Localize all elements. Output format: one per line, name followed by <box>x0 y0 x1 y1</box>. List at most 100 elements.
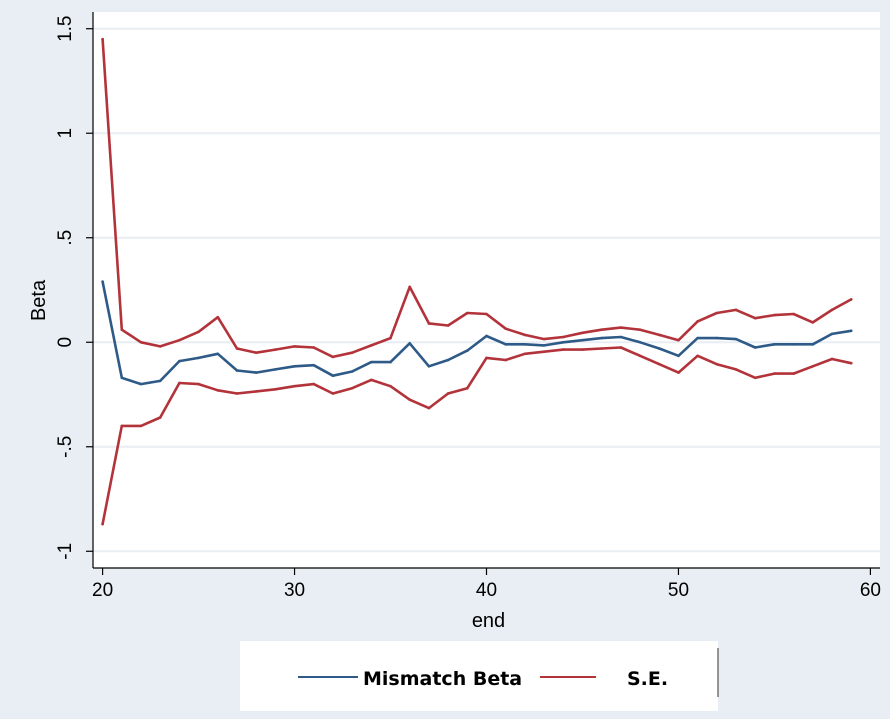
series-2-point-36 <box>792 372 795 375</box>
series-0-point-13 <box>350 370 354 373</box>
series-1-point-1 <box>120 328 124 332</box>
series-1-point-37 <box>811 321 815 324</box>
series-0-point-3 <box>158 379 162 383</box>
series-0-point-10 <box>293 364 296 368</box>
ticks: 20 30 40 50 60 -1 -.5 0 .5 1 1.5 <box>55 16 881 601</box>
series-0-point-15 <box>389 360 392 364</box>
series-1-point-4 <box>178 338 181 342</box>
series-1-point-17 <box>427 322 431 325</box>
series-0-point-24 <box>561 340 565 344</box>
legend-label-mismatch-beta: Mismatch Beta <box>363 668 522 690</box>
series-2-point-34 <box>753 376 757 380</box>
series-1-point-2 <box>139 340 143 344</box>
series-0-point-4 <box>178 359 181 363</box>
series-2-point-12 <box>331 392 335 395</box>
series-0-point-22 <box>523 343 527 346</box>
x-tick-label-4: 60 <box>860 580 881 601</box>
series-0-point-1 <box>120 376 124 380</box>
y-tick-label-2: 0 <box>55 337 76 348</box>
series-1-point-32 <box>715 311 719 315</box>
series-2-point-21 <box>504 358 507 362</box>
x-tick-label-3: 50 <box>668 580 689 601</box>
series-1-point-12 <box>331 355 335 359</box>
series-0-point-14 <box>370 360 373 364</box>
series-2-point-0 <box>101 522 104 526</box>
series-1-point-31 <box>696 320 699 323</box>
series-2-point-1 <box>120 424 124 428</box>
series-2-point-15 <box>389 384 392 388</box>
y-axis-label: Beta <box>28 279 50 321</box>
legend-label-se: S.E. <box>627 668 668 690</box>
series-1-point-35 <box>773 313 776 317</box>
y-tick-label-1: -.5 <box>55 436 76 458</box>
y-tick-label-4: 1 <box>55 128 76 139</box>
series-2-point-22 <box>523 352 527 356</box>
series-2-point-24 <box>561 348 565 351</box>
series-0-point-31 <box>696 336 699 340</box>
series-0-point-30 <box>677 354 680 358</box>
series-1-point-22 <box>523 333 527 337</box>
series-1-point-16 <box>408 285 412 289</box>
series-2-point-26 <box>600 347 603 350</box>
series-2-point-7 <box>235 392 239 395</box>
series-line-0 <box>101 280 853 386</box>
series-2-point-4 <box>178 381 181 385</box>
series-1-point-6 <box>216 315 220 319</box>
series-0-point-6 <box>216 352 220 356</box>
series-1-point-28 <box>638 328 642 332</box>
series-line-2 <box>101 346 853 526</box>
series-1-point-11 <box>312 346 316 349</box>
series-0-point-5 <box>197 356 200 360</box>
series-2-point-19 <box>466 386 469 390</box>
y-tick-label-3: .5 <box>55 230 76 246</box>
series-1-point-8 <box>254 351 258 355</box>
series-line-1 <box>101 37 853 359</box>
series-0-point-20 <box>485 334 488 338</box>
series-0-point-33 <box>734 337 738 341</box>
series-0-point-21 <box>504 343 507 346</box>
series-0-point-12 <box>331 374 335 377</box>
series-2-point-20 <box>485 356 488 360</box>
series-2-point-16 <box>408 398 412 402</box>
series-layer <box>101 37 853 526</box>
series-0-point-23 <box>542 344 546 347</box>
series-0-point-11 <box>312 363 316 367</box>
x-tick-label-0: 20 <box>92 580 113 601</box>
series-2-point-39 <box>849 361 853 365</box>
series-2-point-28 <box>638 354 642 358</box>
y-tick-label-5: 1.5 <box>55 16 76 42</box>
x-axis-label: end <box>472 610 505 632</box>
gridlines <box>93 27 880 553</box>
series-0-point-18 <box>446 358 450 362</box>
series-2-point-10 <box>293 384 296 388</box>
series-0-point-26 <box>600 336 603 340</box>
series-1-point-20 <box>485 312 488 316</box>
series-1-point-24 <box>561 335 565 339</box>
series-0-point-9 <box>274 368 277 371</box>
series-0-point-37 <box>811 343 815 346</box>
series-0-point-38 <box>830 332 834 336</box>
series-0-point-35 <box>773 343 776 346</box>
series-1-point-21 <box>504 327 507 330</box>
y-tick-label-0: -1 <box>55 543 76 560</box>
series-2-point-33 <box>734 368 738 371</box>
series-2-point-5 <box>197 382 200 386</box>
series-1-point-25 <box>581 331 584 335</box>
series-0-point-0 <box>101 280 104 283</box>
series-1-point-18 <box>446 324 450 327</box>
series-1-point-19 <box>466 311 469 315</box>
series-1-point-7 <box>235 347 239 350</box>
series-0-point-19 <box>466 349 469 352</box>
series-2-point-25 <box>581 348 584 351</box>
series-0-point-28 <box>638 340 642 344</box>
series-2-point-30 <box>677 371 680 374</box>
series-1-point-9 <box>274 348 277 351</box>
series-1-point-26 <box>600 328 603 332</box>
series-1-point-0 <box>101 37 104 41</box>
series-2-point-23 <box>542 350 546 353</box>
series-0-point-34 <box>753 346 757 349</box>
series-1-point-5 <box>197 330 200 334</box>
series-1-point-10 <box>293 345 296 348</box>
series-2-point-18 <box>446 392 450 395</box>
